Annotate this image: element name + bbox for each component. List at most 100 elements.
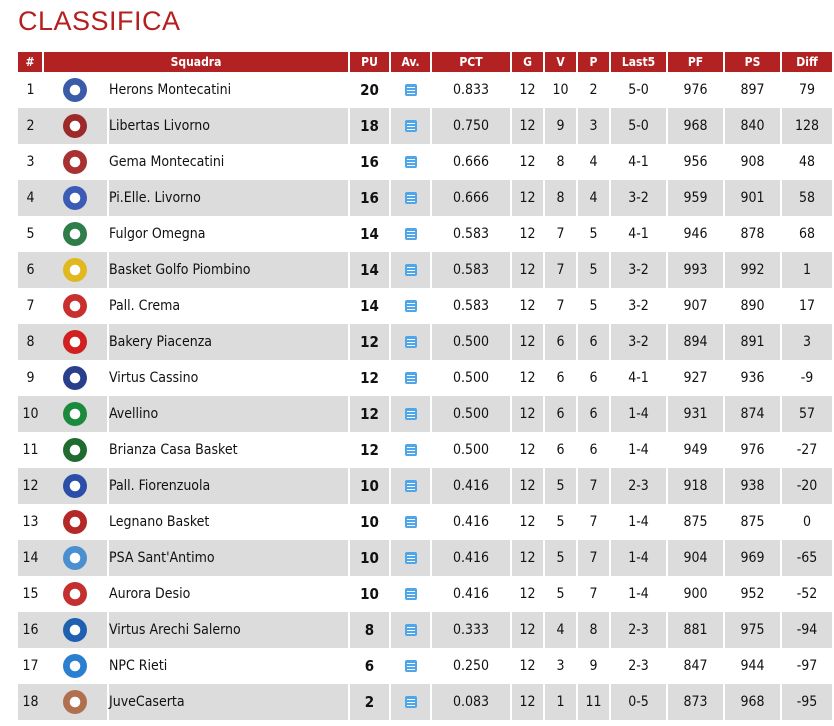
details-icon[interactable] [404,696,417,708]
cell-pos: 1 [26,82,35,98]
details-icon[interactable] [404,228,417,240]
cell-pu: 6 [348,648,390,684]
details-icon[interactable] [404,516,417,528]
details-icon[interactable] [404,120,417,132]
cell-ps: 975 [723,612,781,648]
team-name-link[interactable]: Libertas Livorno [107,108,349,144]
cell-g: 12 [510,504,544,540]
av-cell[interactable] [389,468,431,504]
cell-ps: 992 [723,252,781,288]
cell-v: 4 [543,612,577,648]
standings-table: # Squadra PU Av. PCT G V P Last5 PF PS D… [18,52,832,720]
av-cell[interactable] [389,324,431,360]
cell-pct: 0.416 [430,540,511,576]
cell-pf: 904 [666,540,724,576]
team-name-link[interactable]: Gema Montecatini [107,144,349,180]
cell-p: 9 [576,648,610,684]
details-icon[interactable] [404,156,417,168]
details-icon[interactable] [404,588,417,600]
cell-p: 5 [576,216,610,252]
cell-pos: 7 [26,298,35,314]
team-name-link[interactable]: NPC Rieti [107,648,349,684]
av-cell[interactable] [389,180,431,216]
details-icon[interactable] [404,264,417,276]
cell-g: 12 [510,360,544,396]
table-row: 6 Basket Golfo Piombino 14 0.583 12 7 5 3-2 993 9… [18,252,832,288]
av-cell[interactable] [389,108,431,144]
av-cell[interactable] [389,360,431,396]
cell-pf: 993 [666,252,724,288]
cell-g: 12 [510,576,544,612]
cell-pu: 14 [348,252,390,288]
av-cell[interactable] [389,252,431,288]
details-icon[interactable] [404,336,417,348]
table-row: 3 Gema Montecatini 16 0.666 12 8 4 4-1 956 908 48 [18,144,832,180]
cell-pf: 976 [666,72,724,108]
team-name-link[interactable]: Aurora Desio [107,576,349,612]
details-icon[interactable] [404,624,417,636]
cell-pf: 949 [666,432,724,468]
av-cell[interactable] [389,72,431,108]
details-icon[interactable] [404,408,417,420]
team-name-link[interactable]: Pall. Crema [107,288,349,324]
team-logo-icon [63,78,87,102]
cell-g: 12 [510,396,544,432]
details-icon[interactable] [404,192,417,204]
details-icon[interactable] [404,444,417,456]
team-name-link[interactable]: Pi.Elle. Livorno [107,180,349,216]
cell-pf: 873 [666,684,724,720]
cell-pf: 959 [666,180,724,216]
details-icon[interactable] [404,300,417,312]
cell-v: 6 [543,360,577,396]
cell-p: 6 [576,396,610,432]
av-cell[interactable] [389,504,431,540]
details-icon[interactable] [404,84,417,96]
team-name-link[interactable]: Bakery Piacenza [107,324,349,360]
cell-p: 6 [576,324,610,360]
details-icon[interactable] [404,552,417,564]
av-cell[interactable] [389,396,431,432]
team-logo [43,180,108,216]
team-name-link[interactable]: Basket Golfo Piombino [107,252,349,288]
av-cell[interactable] [389,216,431,252]
cell-pu: 10 [348,540,390,576]
cell-v: 9 [543,108,577,144]
cell-p: 4 [576,144,610,180]
details-icon[interactable] [404,660,417,672]
cell-p: 5 [576,288,610,324]
details-icon[interactable] [404,480,417,492]
cell-v: 8 [543,144,577,180]
team-name-link[interactable]: Legnano Basket [107,504,349,540]
cell-ps: 938 [723,468,781,504]
cell-last5: 4-1 [609,216,667,252]
team-name-link[interactable]: Herons Montecatini [107,72,349,108]
team-name-link[interactable]: Virtus Cassino [107,360,349,396]
cell-p: 4 [576,180,610,216]
av-cell[interactable] [389,540,431,576]
table-row: 15 Aurora Desio 10 0.416 12 5 7 1-4 900 952 -52 [18,576,832,612]
cell-ps: 908 [723,144,781,180]
team-name-link[interactable]: JuveCaserta [107,684,349,720]
cell-g: 12 [510,324,544,360]
cell-pct: 0.583 [430,288,511,324]
av-cell[interactable] [389,684,431,720]
av-cell[interactable] [389,432,431,468]
cell-pf: 946 [666,216,724,252]
team-name-link[interactable]: Fulgor Omegna [107,216,349,252]
av-cell[interactable] [389,648,431,684]
team-name-link[interactable]: Avellino [107,396,349,432]
cell-p: 7 [576,468,610,504]
team-name-link[interactable]: Virtus Arechi Salerno [107,612,349,648]
cell-last5: 1-4 [609,396,667,432]
av-cell[interactable] [389,612,431,648]
cell-ps: 875 [723,504,781,540]
cell-pf: 847 [666,648,724,684]
table-row: 12 Pall. Fiorenzuola 10 0.416 12 5 7 2-3 918 938-… [18,468,832,504]
team-name-link[interactable]: Pall. Fiorenzuola [107,468,349,504]
team-name-link[interactable]: PSA Sant'Antimo [107,540,349,576]
av-cell[interactable] [389,144,431,180]
av-cell[interactable] [389,288,431,324]
details-icon[interactable] [404,372,417,384]
av-cell[interactable] [389,576,431,612]
team-name-link[interactable]: Brianza Casa Basket [107,432,349,468]
